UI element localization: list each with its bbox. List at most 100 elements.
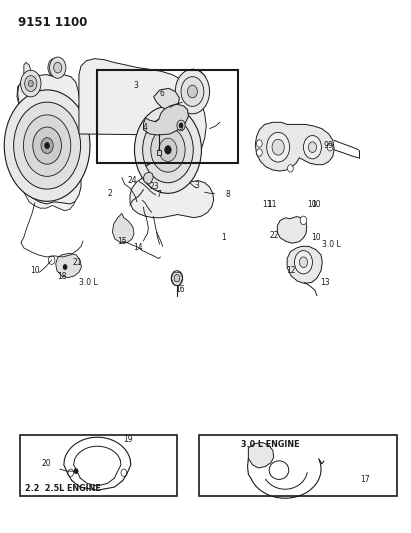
Text: 5: 5	[178, 123, 183, 132]
Text: 11: 11	[267, 200, 276, 209]
Circle shape	[299, 257, 307, 268]
Circle shape	[21, 70, 41, 97]
Polygon shape	[79, 59, 214, 217]
Text: 10: 10	[311, 233, 321, 243]
Text: 3: 3	[134, 80, 139, 90]
Circle shape	[272, 139, 284, 155]
Circle shape	[175, 69, 210, 114]
Bar	[97, 70, 238, 163]
Polygon shape	[18, 75, 81, 204]
Text: 6: 6	[159, 88, 164, 98]
Circle shape	[177, 120, 185, 131]
Text: 12: 12	[286, 266, 296, 275]
Text: 10: 10	[307, 200, 316, 209]
Polygon shape	[55, 253, 81, 278]
Circle shape	[27, 84, 31, 89]
Text: 3.0 L ENGINE: 3.0 L ENGINE	[241, 440, 300, 449]
Circle shape	[14, 102, 81, 189]
Circle shape	[303, 135, 321, 159]
Circle shape	[63, 264, 67, 270]
Circle shape	[159, 138, 177, 161]
Polygon shape	[277, 216, 307, 243]
Polygon shape	[24, 62, 32, 84]
Text: 11: 11	[262, 200, 272, 209]
Text: 24: 24	[127, 176, 137, 185]
Circle shape	[69, 94, 73, 100]
Polygon shape	[255, 122, 334, 171]
Text: 2.2  2.5L ENGINE: 2.2 2.5L ENGINE	[25, 484, 101, 493]
Circle shape	[174, 274, 180, 282]
Circle shape	[267, 132, 290, 162]
Text: 7: 7	[156, 190, 161, 199]
Text: 14: 14	[133, 244, 143, 253]
Text: 15: 15	[118, 237, 127, 246]
Circle shape	[52, 63, 59, 72]
Bar	[199, 434, 397, 496]
Polygon shape	[113, 214, 134, 243]
Circle shape	[48, 256, 55, 264]
Text: 9: 9	[323, 141, 328, 150]
Circle shape	[143, 117, 193, 183]
Circle shape	[151, 127, 185, 172]
Circle shape	[25, 76, 37, 92]
Circle shape	[134, 107, 201, 193]
Polygon shape	[143, 172, 153, 184]
Circle shape	[121, 469, 127, 477]
Circle shape	[165, 146, 171, 154]
Circle shape	[41, 138, 53, 154]
Circle shape	[69, 142, 73, 147]
Text: 22: 22	[269, 231, 279, 240]
Text: 13: 13	[320, 278, 330, 287]
Text: 23: 23	[150, 182, 159, 191]
Polygon shape	[17, 77, 78, 211]
Circle shape	[74, 469, 78, 474]
Circle shape	[23, 94, 27, 100]
Circle shape	[68, 469, 74, 477]
Circle shape	[45, 142, 50, 149]
Text: 20: 20	[42, 459, 51, 469]
Circle shape	[187, 85, 197, 98]
Text: 10: 10	[312, 200, 321, 209]
Text: 17: 17	[360, 475, 369, 484]
Text: 3.0 L: 3.0 L	[79, 278, 97, 287]
Circle shape	[327, 143, 333, 151]
Circle shape	[69, 118, 73, 123]
Circle shape	[48, 58, 62, 77]
Bar	[20, 434, 177, 496]
Circle shape	[20, 75, 38, 98]
Text: 16: 16	[175, 285, 185, 294]
Polygon shape	[176, 69, 206, 113]
Circle shape	[46, 142, 53, 151]
Polygon shape	[157, 150, 162, 155]
Circle shape	[4, 90, 90, 201]
Circle shape	[24, 142, 28, 147]
Circle shape	[21, 110, 78, 184]
Text: 2: 2	[107, 189, 112, 198]
Polygon shape	[248, 442, 274, 468]
Circle shape	[28, 80, 33, 87]
Circle shape	[256, 149, 262, 156]
Text: 10: 10	[30, 266, 40, 275]
Text: 19: 19	[123, 435, 133, 444]
Circle shape	[24, 118, 28, 123]
Text: 18: 18	[57, 272, 67, 281]
Text: 9: 9	[328, 141, 333, 150]
Circle shape	[179, 123, 183, 128]
Circle shape	[24, 80, 34, 93]
Circle shape	[31, 123, 68, 171]
Circle shape	[295, 251, 312, 274]
Circle shape	[41, 135, 58, 158]
Text: 8: 8	[226, 190, 230, 199]
Polygon shape	[154, 88, 179, 110]
Text: 9151 1100: 9151 1100	[18, 16, 87, 29]
Text: 3.0 L: 3.0 L	[322, 240, 341, 249]
Circle shape	[9, 95, 90, 199]
Circle shape	[23, 115, 71, 176]
Circle shape	[69, 166, 73, 171]
Text: 4: 4	[143, 123, 148, 132]
Circle shape	[181, 77, 204, 107]
Polygon shape	[287, 246, 322, 284]
Circle shape	[256, 140, 262, 147]
Circle shape	[288, 165, 293, 172]
Circle shape	[300, 216, 307, 224]
